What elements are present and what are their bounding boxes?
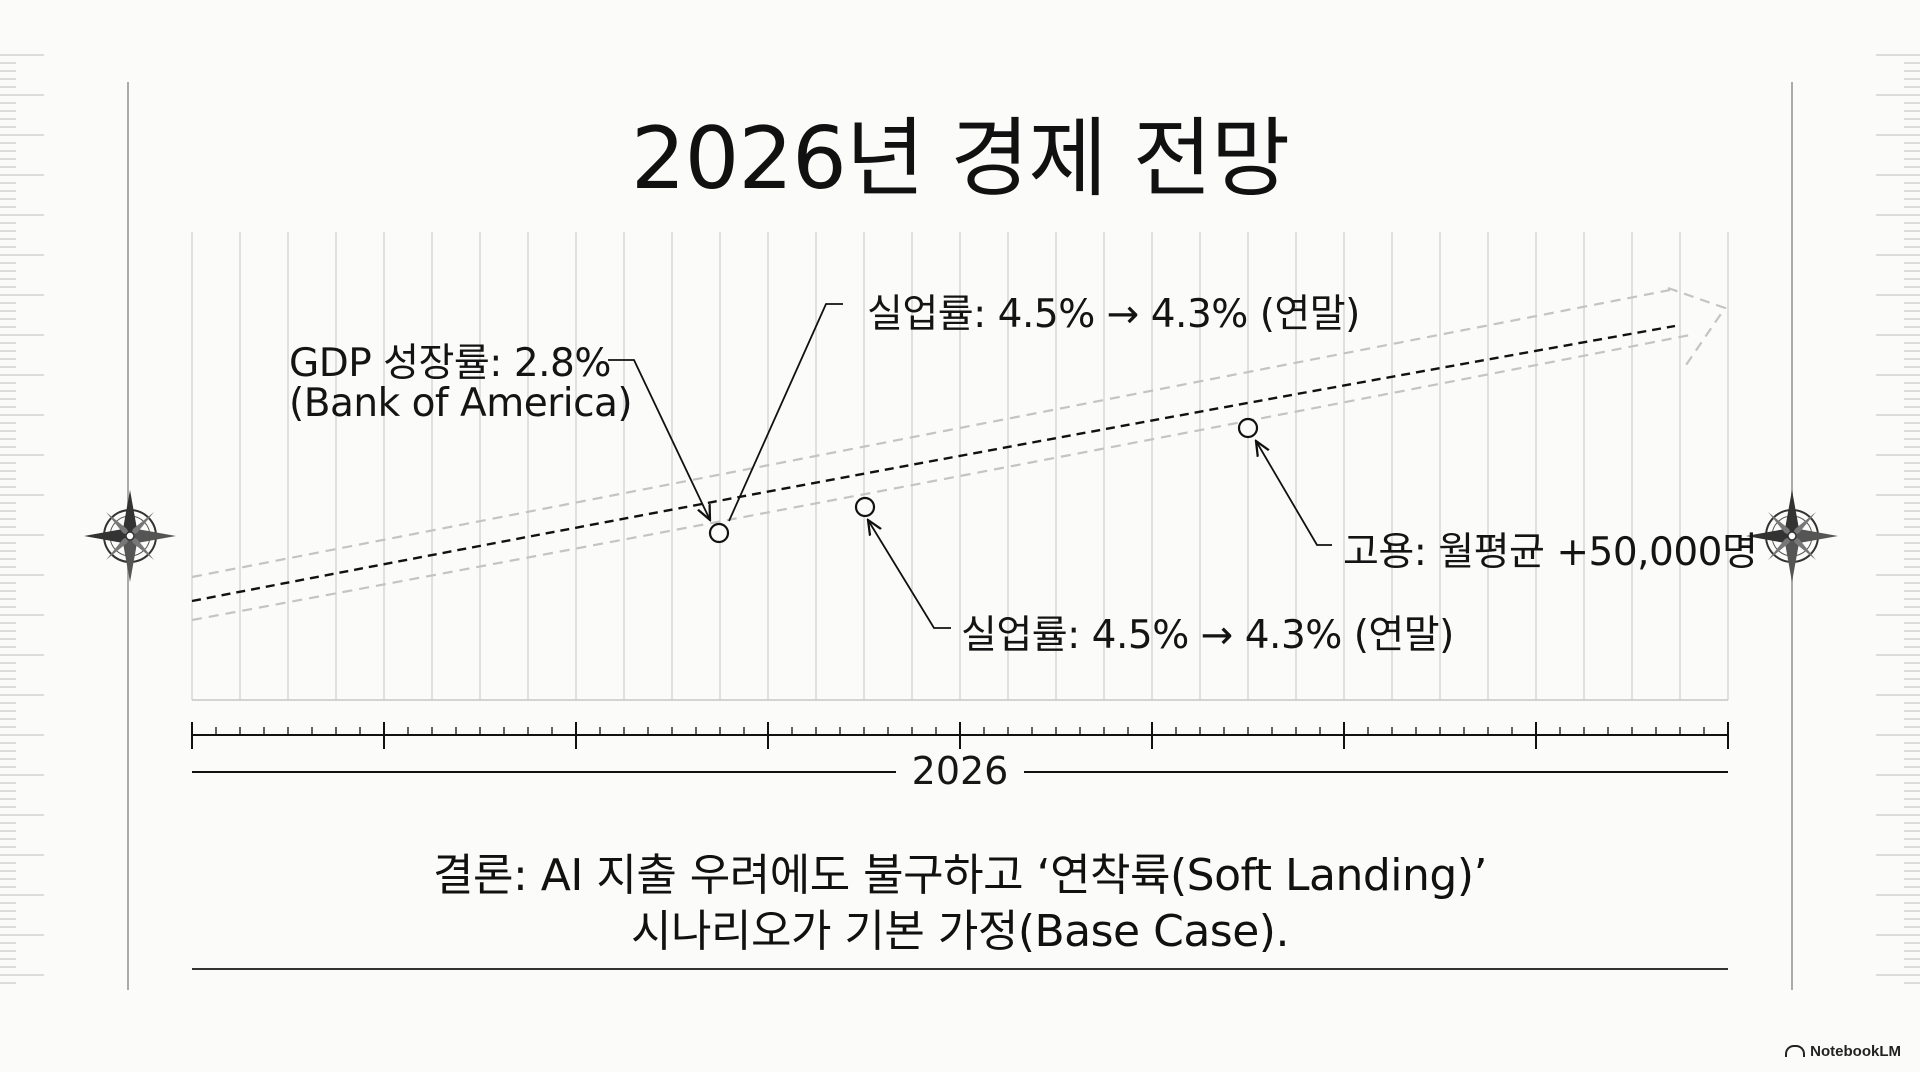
gdp-callout-line1: GDP 성장률: 2.8% [289, 341, 611, 386]
leader-lines [608, 303, 1332, 629]
unemployment-callout-top: 실업률: 4.5% → 4.3% (연말) [867, 292, 1360, 337]
unemployment-top-leader [728, 303, 843, 522]
right-ruler [1876, 54, 1920, 984]
unemployment-bottom-leader [868, 520, 951, 629]
employment-callout: 고용: 월평균 +50,000명 [1343, 530, 1758, 575]
unemployment-marker [854, 496, 876, 518]
employment-marker [1237, 417, 1259, 439]
employment-leader [1256, 441, 1332, 546]
brand-watermark: NotebookLM [1785, 1043, 1901, 1060]
left-ruler [0, 54, 44, 984]
trend-line [191, 324, 1676, 603]
gdp-callout-line2: (Bank of America) [289, 381, 633, 426]
year-axis-label-text: 2026 [895, 749, 1025, 793]
unemployment-callout-bottom: 실업률: 4.5% → 4.3% (연말) [961, 613, 1454, 658]
compass-rose-icon [1745, 489, 1839, 583]
trend-band [191, 286, 1727, 622]
brand-name: NotebookLM [1810, 1043, 1901, 1060]
gdp-marker [708, 522, 730, 544]
page-title: 2026년 경제 전망 [630, 109, 1290, 209]
grid-lines [191, 232, 1729, 701]
notebooklm-logo-icon [1785, 1045, 1806, 1057]
conclusion-line1: 결론: AI 지출 우려에도 불구하고 ‘연착륙(Soft Landing)’ [433, 850, 1487, 901]
gdp-leader [608, 359, 710, 520]
compass-rose-icon [83, 489, 177, 583]
data-markers [708, 417, 1259, 544]
conclusion-line2: 시나리오가 기본 가정(Base Case). [631, 906, 1289, 957]
year-axis-label: 2026 [0, 749, 1920, 793]
